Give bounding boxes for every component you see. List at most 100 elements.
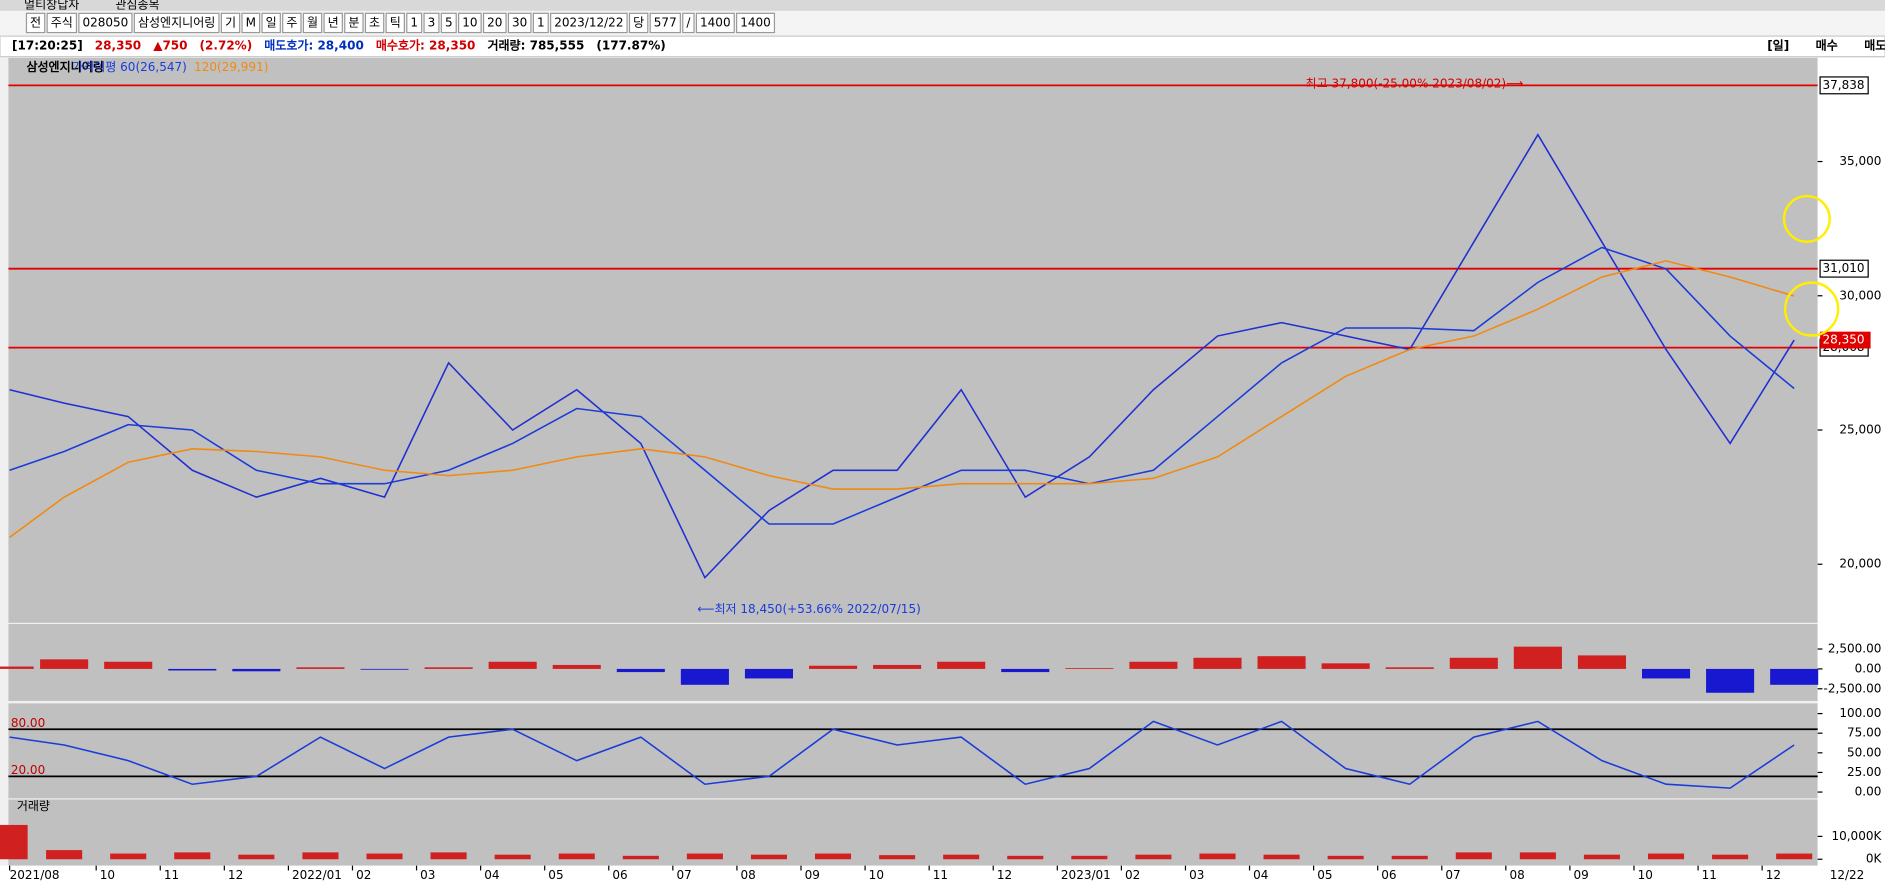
- toolbar-item[interactable]: 기: [225, 15, 236, 29]
- info-button[interactable]: 매도: [1864, 37, 1885, 52]
- y-tick-label: 30,000: [1839, 288, 1881, 302]
- toolbar-item[interactable]: 2023/12/22: [554, 15, 623, 29]
- macd-bar: [1321, 663, 1370, 669]
- toolbar-button[interactable]: [482, 12, 507, 34]
- toolbar-button[interactable]: [628, 12, 649, 34]
- x-tick-label: 09: [1574, 868, 1589, 882]
- x-tick-label: 2023/01: [1061, 868, 1111, 882]
- tab[interactable]: 멀티창답자: [24, 0, 79, 11]
- toolbar-item[interactable]: 월: [307, 15, 318, 29]
- macd-bar: [360, 668, 409, 670]
- toolbar-button[interactable]: [261, 12, 281, 34]
- toolbar-item[interactable]: 20: [487, 15, 502, 29]
- x-tick-label: 03: [420, 868, 435, 882]
- toolbar-item[interactable]: 10: [462, 15, 477, 29]
- toolbar-item[interactable]: 전: [30, 15, 41, 29]
- toolbar-button[interactable]: [649, 12, 681, 34]
- macd-bar: [1001, 668, 1050, 673]
- current-price-label: 28,350: [1822, 333, 1864, 347]
- toolbar-button[interactable]: [423, 12, 440, 34]
- x-tick-label: 07: [1445, 868, 1460, 882]
- info-button[interactable]: 매수: [1816, 37, 1838, 52]
- volume-bar: [943, 854, 980, 860]
- info-item: [17:20:25]: [12, 38, 83, 52]
- toolbar-item[interactable]: 삼성엔지니어링: [138, 15, 215, 29]
- annotation: ⟵최저 18,450(+53.66% 2022/07/15): [697, 602, 921, 616]
- macd-bar: [104, 661, 153, 669]
- macd-bar: [232, 668, 281, 672]
- toolbar-button[interactable]: [364, 12, 385, 34]
- toolbar-item[interactable]: M: [246, 15, 256, 29]
- macd-bar: [552, 664, 601, 669]
- toolbar-item[interactable]: 당: [633, 15, 644, 29]
- toolbar-button[interactable]: [695, 12, 735, 34]
- toolbar-item[interactable]: 577: [654, 15, 677, 29]
- toolbar-button[interactable]: [302, 12, 323, 34]
- x-tick-label: 12: [997, 868, 1012, 882]
- toolbar-item[interactable]: /: [686, 15, 691, 29]
- x-tick-label: 06: [612, 868, 627, 882]
- y-tick-label: 50.00: [1847, 745, 1881, 759]
- toolbar-button[interactable]: [323, 12, 343, 34]
- info-button[interactable]: [일]: [1767, 38, 1789, 52]
- y-tick-label: 10,000K: [1831, 829, 1882, 843]
- toolbar-item[interactable]: 5: [445, 15, 453, 29]
- toolbar-button[interactable]: [133, 12, 220, 34]
- toolbar-button[interactable]: [344, 12, 364, 34]
- volume-bar: [0, 824, 28, 860]
- toolbar-button[interactable]: [282, 12, 302, 34]
- toolbar-item[interactable]: 1: [410, 15, 418, 29]
- toolbar-button[interactable]: [78, 12, 133, 34]
- toolbar-item[interactable]: 초: [369, 15, 380, 29]
- toolbar-button[interactable]: [507, 12, 532, 34]
- series-line: [9, 133, 1795, 580]
- level-box: [1819, 76, 1869, 95]
- macd-bar: [1770, 668, 1819, 685]
- toolbar-button[interactable]: [458, 12, 482, 34]
- toolbar-button[interactable]: [241, 12, 261, 34]
- toolbar-item[interactable]: 일: [266, 15, 277, 29]
- chart-title: 삼성엔지니어링: [26, 59, 103, 74]
- toolbar-button[interactable]: [385, 12, 405, 34]
- toolbar-item[interactable]: 30: [512, 15, 527, 29]
- toolbar-item[interactable]: 1400: [700, 15, 731, 29]
- info-item: 매도호가: 28,400: [264, 37, 364, 52]
- macd-bar: [296, 667, 345, 669]
- toolbar-item[interactable]: 1: [537, 15, 545, 29]
- macd-bar: [744, 668, 794, 679]
- toolbar-item[interactable]: 주: [286, 15, 297, 29]
- volume-bar: [1712, 854, 1749, 860]
- toolbar-item[interactable]: 028050: [82, 15, 128, 29]
- x-tick-label: 05: [1317, 868, 1332, 882]
- toolbar-button[interactable]: [736, 12, 776, 34]
- toolbar-item[interactable]: 3: [428, 15, 436, 29]
- y-tick-label: 35,000: [1839, 154, 1881, 168]
- toolbar-item[interactable]: 주식: [51, 15, 73, 29]
- x-tick-label: 2021/08: [10, 868, 60, 882]
- toolbar-button[interactable]: [682, 12, 695, 34]
- toolbar-item[interactable]: 년: [328, 15, 339, 29]
- current-price-box: [1820, 331, 1871, 349]
- info-item: ▲750: [153, 38, 187, 52]
- x-tick-label: 11: [933, 868, 948, 882]
- toolbar-item[interactable]: 틱: [390, 15, 401, 29]
- macd-bar: [1513, 646, 1562, 669]
- volume-bar: [1519, 852, 1556, 860]
- toolbar-button[interactable]: [25, 12, 46, 34]
- toolbar-button[interactable]: [550, 12, 628, 34]
- x-tick-label: 04: [484, 868, 499, 882]
- tab[interactable]: 관심종목: [115, 0, 159, 11]
- toolbar-item[interactable]: 분: [348, 15, 359, 29]
- volume-bar: [1647, 853, 1685, 860]
- toolbar-item[interactable]: 1400: [740, 15, 771, 29]
- toolbar-button[interactable]: [532, 12, 549, 34]
- macd-bar: [1641, 668, 1691, 679]
- y-tick-label: 100.00: [1839, 706, 1881, 720]
- toolbar-button[interactable]: [406, 12, 423, 34]
- toolbar-button[interactable]: [46, 12, 78, 34]
- toolbar-button[interactable]: [440, 12, 457, 34]
- toolbar-button[interactable]: [220, 12, 241, 34]
- macd-bar: [937, 661, 986, 669]
